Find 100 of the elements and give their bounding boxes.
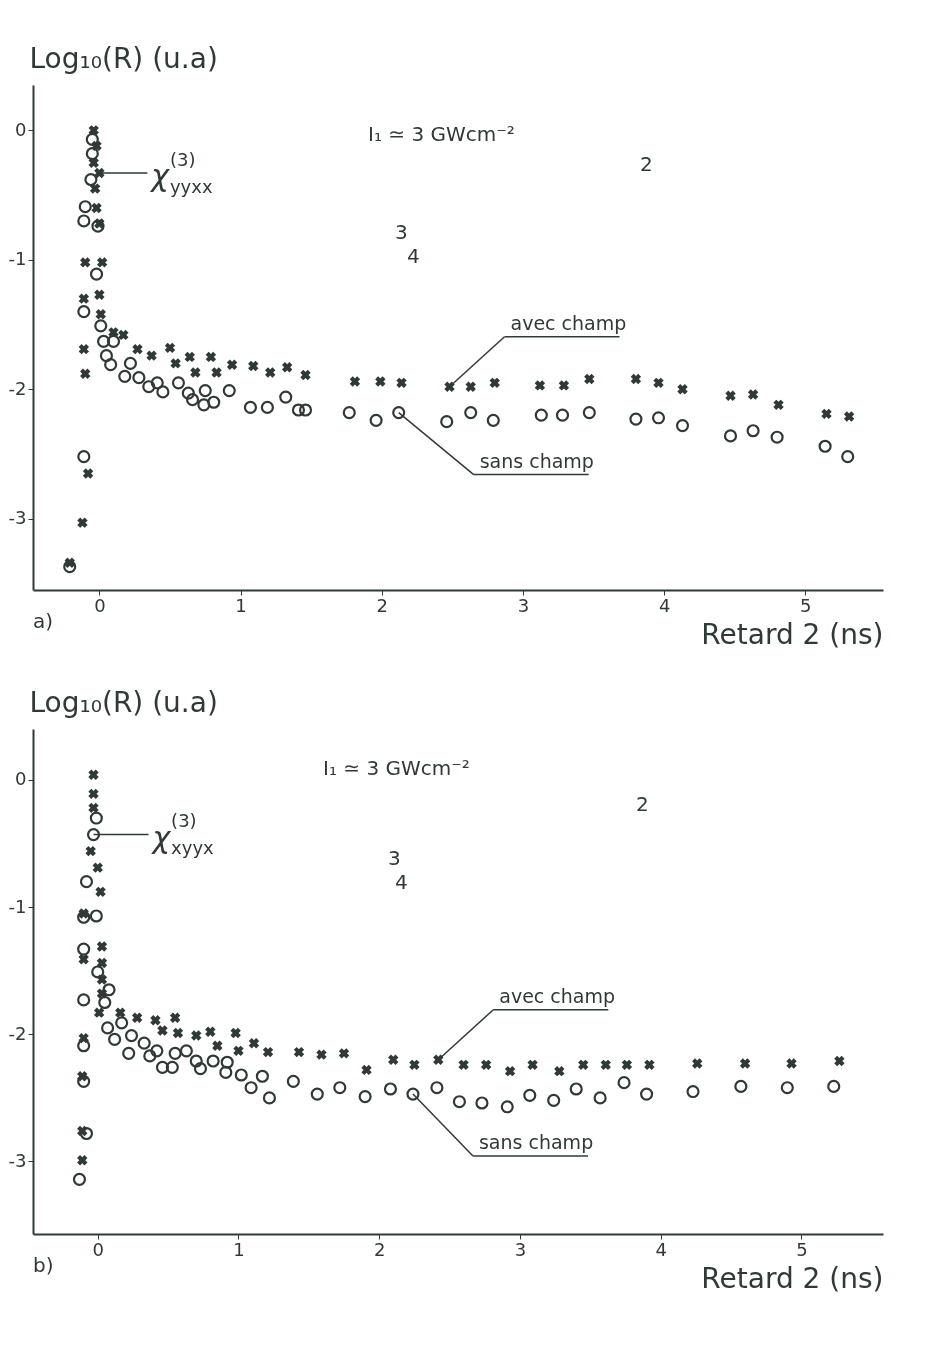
point — [279, 390, 293, 404]
point — [101, 1021, 115, 1035]
point — [547, 1093, 561, 1107]
point — [316, 1049, 327, 1060]
point — [171, 376, 186, 390]
point — [244, 1081, 258, 1095]
point — [265, 367, 276, 378]
point — [169, 1012, 181, 1023]
point — [310, 1087, 324, 1101]
point — [629, 412, 643, 426]
point — [205, 351, 217, 363]
point — [527, 1059, 538, 1071]
point — [155, 1060, 170, 1074]
point — [88, 769, 99, 780]
point — [464, 406, 478, 420]
point — [480, 1059, 492, 1071]
point — [725, 390, 736, 401]
point — [77, 910, 91, 924]
point — [243, 400, 258, 414]
x-tick-label: 3 — [517, 594, 530, 616]
point — [534, 408, 548, 422]
point — [262, 1046, 274, 1058]
point — [723, 429, 738, 443]
point — [361, 1064, 372, 1076]
point — [651, 411, 666, 425]
point — [558, 380, 570, 391]
point — [746, 424, 760, 438]
point — [475, 1096, 489, 1110]
point — [255, 1069, 269, 1083]
point — [444, 381, 455, 392]
x-tick-label: 4 — [658, 594, 671, 616]
point — [734, 1079, 748, 1094]
point — [206, 1054, 220, 1068]
point — [146, 350, 157, 361]
point — [132, 371, 146, 385]
point — [118, 329, 129, 341]
y-tick-label: 0 — [15, 768, 27, 790]
point — [260, 400, 274, 414]
point — [78, 954, 89, 965]
point — [773, 399, 784, 411]
point — [77, 1155, 88, 1166]
point — [617, 1076, 631, 1090]
point — [99, 349, 113, 363]
point — [77, 517, 88, 528]
point — [77, 305, 91, 319]
point — [780, 1081, 794, 1095]
point — [500, 1100, 514, 1114]
point — [131, 1012, 143, 1023]
text: avec champ — [510, 311, 627, 334]
point — [677, 384, 688, 395]
x-axis-title: Retard 2 (ns) — [701, 1261, 884, 1295]
point — [124, 1029, 139, 1043]
point — [692, 1058, 703, 1069]
y-tick-label: -1 — [8, 248, 27, 270]
point — [554, 1065, 565, 1077]
point — [630, 373, 642, 385]
point — [164, 342, 176, 354]
point — [358, 1090, 372, 1104]
text: avec champ — [499, 984, 616, 1007]
point — [338, 1048, 350, 1059]
point — [88, 802, 99, 814]
annotation: 3 — [395, 220, 408, 244]
point — [85, 845, 96, 857]
point — [333, 1081, 347, 1095]
point — [248, 360, 259, 372]
series-label: sans champ — [479, 449, 594, 472]
point — [233, 1045, 244, 1057]
point — [79, 875, 94, 889]
point — [190, 367, 201, 378]
point — [77, 1039, 91, 1053]
point — [91, 219, 105, 233]
point — [686, 1084, 700, 1099]
point — [170, 358, 181, 369]
point — [89, 909, 103, 923]
point — [486, 413, 500, 427]
point — [300, 369, 311, 381]
point — [96, 941, 108, 952]
point — [191, 1030, 202, 1041]
point — [578, 1059, 589, 1071]
x-tick-label: 3 — [514, 1238, 527, 1260]
point — [207, 395, 221, 409]
point — [123, 356, 137, 370]
point — [675, 418, 690, 433]
x-tick-label: 4 — [655, 1238, 667, 1260]
point — [84, 172, 98, 187]
point — [220, 1055, 234, 1069]
point — [106, 334, 121, 348]
point — [291, 403, 306, 417]
annotation: 3 — [388, 846, 401, 870]
point — [89, 183, 101, 194]
point — [104, 358, 118, 372]
point — [600, 1059, 611, 1071]
point — [369, 413, 383, 427]
point — [226, 359, 238, 370]
point — [78, 200, 92, 214]
point — [184, 351, 195, 363]
point — [95, 309, 106, 320]
point — [137, 1036, 151, 1050]
point — [262, 1091, 276, 1105]
point — [534, 380, 546, 391]
